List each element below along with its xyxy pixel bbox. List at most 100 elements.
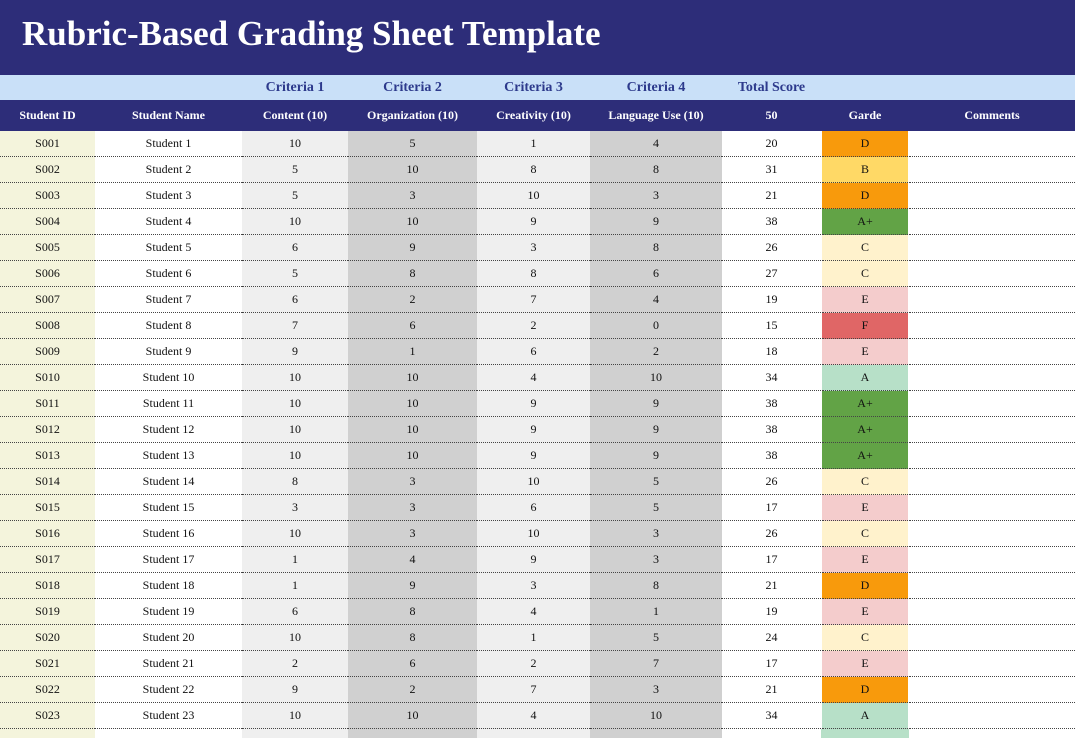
table-cell: 10	[348, 443, 477, 469]
table-cell: 8	[348, 625, 477, 651]
table-cell: 8	[590, 235, 722, 261]
table-cell: S019	[0, 599, 95, 625]
table-cell: 7	[590, 651, 722, 677]
table-cell: C	[822, 261, 908, 287]
table-cell: 38	[722, 443, 821, 469]
table-cell: 26	[722, 235, 821, 261]
table-cell: 9	[477, 547, 590, 573]
table-cell: 6	[348, 313, 477, 339]
table-cell: 21	[722, 573, 821, 599]
table-cell: 10	[242, 703, 348, 729]
partial-row-cell	[590, 729, 722, 738]
table-cell: S003	[0, 183, 95, 209]
table-cell: S015	[0, 495, 95, 521]
table-cell: 9	[590, 391, 722, 417]
table-cell: 6	[242, 235, 348, 261]
table-cell: D	[822, 573, 908, 599]
table-cell: E	[822, 287, 908, 313]
table-cell: Student 19	[95, 599, 242, 625]
table-cell: 3	[348, 183, 477, 209]
column-header: Student ID	[19, 108, 76, 122]
table-cell: E	[822, 651, 908, 677]
table-cell: 10	[348, 209, 477, 235]
table-cell: S012	[0, 417, 95, 443]
table-cell: 1	[477, 131, 590, 157]
table-cell: Student 13	[95, 443, 242, 469]
empty-cell	[909, 157, 1075, 183]
table-cell: 15	[722, 313, 821, 339]
table-cell: S023	[0, 703, 95, 729]
table-cell: 9	[477, 417, 590, 443]
table-cell: E	[822, 599, 908, 625]
empty-cell	[909, 391, 1075, 417]
table-cell: 7	[242, 313, 348, 339]
table-cell: 34	[722, 365, 821, 391]
table-cell: 6	[477, 495, 590, 521]
table-cell: D	[822, 131, 908, 157]
table-cell: S008	[0, 313, 95, 339]
table-cell: 10	[348, 391, 477, 417]
column-header: Student Name	[131, 108, 205, 122]
table-cell: 3	[348, 521, 477, 547]
table-cell: S013	[0, 443, 95, 469]
table-cell: 6	[348, 651, 477, 677]
empty-cell	[909, 703, 1075, 729]
table-cell: 3	[477, 573, 590, 599]
table-cell: 21	[722, 183, 821, 209]
table-cell: 9	[477, 209, 590, 235]
table-cell: 2	[590, 339, 722, 365]
sheet-title: Rubric-Based Grading Sheet Template	[22, 14, 601, 53]
table-cell: Student 5	[95, 235, 242, 261]
table-cell: 9	[348, 235, 477, 261]
table-cell: Student 7	[95, 287, 242, 313]
table-cell: 19	[722, 287, 821, 313]
column-header: Language Use (10)	[608, 108, 704, 122]
table-cell: 3	[590, 677, 722, 703]
table-cell: 5	[242, 261, 348, 287]
table-cell: Student 23	[95, 703, 242, 729]
table-cell: 10	[242, 365, 348, 391]
table-cell: A+	[822, 443, 908, 469]
table-cell: 26	[722, 469, 821, 495]
table-cell: 19	[722, 599, 821, 625]
table-cell: 3	[590, 547, 722, 573]
empty-cell	[909, 183, 1075, 209]
table-cell: 8	[242, 469, 348, 495]
table-cell: Student 12	[95, 417, 242, 443]
table-cell: 9	[348, 573, 477, 599]
empty-cell	[909, 339, 1075, 365]
table-cell: A+	[822, 417, 908, 443]
table-cell: Student 10	[95, 365, 242, 391]
table-cell: 9	[242, 339, 348, 365]
table-cell: S002	[0, 157, 95, 183]
table-cell: A+	[822, 391, 908, 417]
empty-cell	[909, 521, 1075, 547]
table-cell: Student 11	[95, 391, 242, 417]
table-cell: 10	[477, 521, 590, 547]
table-cell: 1	[242, 573, 348, 599]
partial-row-cell	[242, 729, 348, 738]
table-cell: F	[822, 313, 908, 339]
table-cell: A+	[822, 209, 908, 235]
table-cell: S001	[0, 131, 95, 157]
table-cell: Student 1	[95, 131, 242, 157]
table-cell: 3	[348, 495, 477, 521]
table-cell: S022	[0, 677, 95, 703]
table-cell: C	[822, 469, 908, 495]
table-cell: 4	[590, 131, 722, 157]
table-cell: Student 18	[95, 573, 242, 599]
table-cell: Student 15	[95, 495, 242, 521]
table-cell: S017	[0, 547, 95, 573]
partial-row-cell	[909, 729, 1075, 738]
table-cell: 3	[590, 183, 722, 209]
column-header: Garde	[848, 108, 882, 122]
table-cell: S014	[0, 469, 95, 495]
empty-cell	[909, 599, 1075, 625]
table-cell: 26	[722, 521, 821, 547]
table-cell: S009	[0, 339, 95, 365]
table-cell: A	[822, 703, 908, 729]
table-cell: S004	[0, 209, 95, 235]
table-cell: Student 17	[95, 547, 242, 573]
table-cell: 10	[242, 131, 348, 157]
table-cell: 10	[348, 703, 477, 729]
